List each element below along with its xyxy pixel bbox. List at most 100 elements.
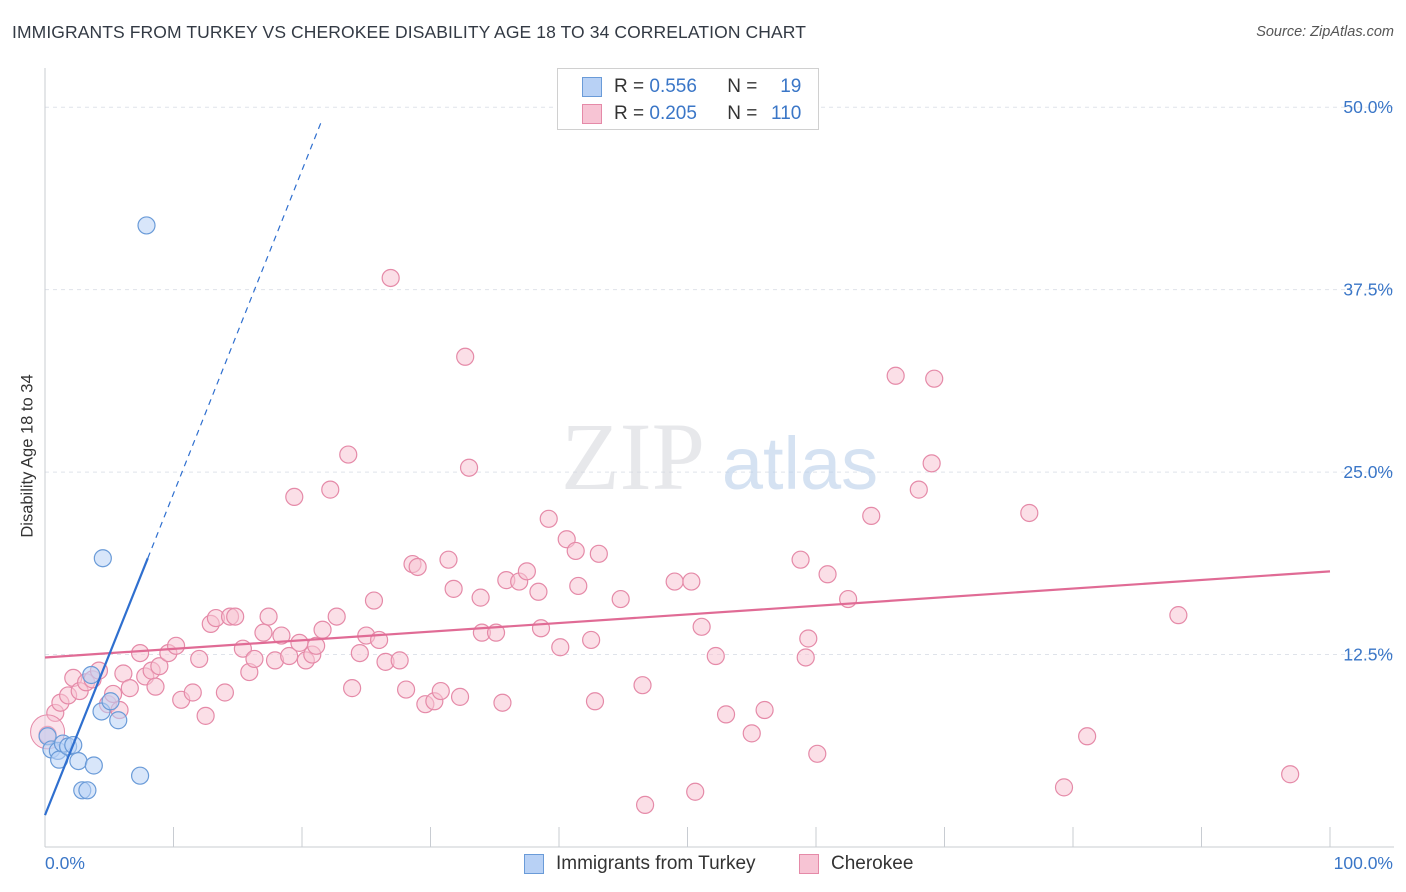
turkey-point bbox=[69, 751, 88, 771]
cherokee-point bbox=[633, 676, 652, 695]
cherokee-point bbox=[444, 579, 463, 598]
cherokee-point bbox=[686, 782, 705, 801]
cherokee-point bbox=[551, 638, 570, 657]
cherokee-swatch bbox=[582, 104, 602, 124]
cherokee-point bbox=[818, 565, 837, 584]
legend-r-label: R = bbox=[614, 103, 645, 124]
cherokee-legend-label: Cherokee bbox=[831, 853, 914, 874]
cherokee-point bbox=[343, 679, 362, 698]
cherokee-point bbox=[396, 680, 416, 699]
cherokee-point bbox=[313, 620, 332, 639]
cherokee-point bbox=[493, 693, 512, 712]
cherokee-point bbox=[1281, 765, 1300, 784]
legend-n-value: 19 bbox=[780, 76, 802, 97]
turkey-trend-extension bbox=[147, 121, 322, 559]
cherokee-series bbox=[30, 268, 1300, 814]
turkey-point bbox=[93, 549, 112, 568]
cherokee-point bbox=[665, 572, 684, 591]
cherokee-point bbox=[120, 679, 139, 698]
cherokee-point bbox=[796, 648, 815, 667]
cherokee-point bbox=[245, 649, 264, 669]
cherokee-point bbox=[431, 681, 450, 701]
cherokee-point bbox=[799, 629, 818, 648]
cherokee-point bbox=[307, 636, 326, 655]
cherokee-point bbox=[150, 657, 169, 676]
cherokee-point bbox=[166, 636, 186, 655]
turkey-point bbox=[82, 665, 101, 685]
cherokee-point bbox=[130, 643, 150, 663]
cherokee-point bbox=[1054, 778, 1074, 797]
cherokee-point bbox=[327, 607, 346, 626]
cherokee-legend-swatch bbox=[799, 854, 819, 874]
cherokee-point bbox=[585, 692, 605, 711]
turkey-point bbox=[109, 711, 128, 730]
chart-title: IMMIGRANTS FROM TURKEY VS CHEROKEE DISAB… bbox=[12, 22, 806, 42]
cherokee-point bbox=[517, 562, 536, 581]
bottom-legend-turkey: Immigrants from Turkey bbox=[524, 852, 756, 876]
cherokee-point bbox=[1078, 727, 1097, 746]
legend-r-value: 0.205 bbox=[649, 103, 697, 124]
legend-n-label: N = bbox=[727, 103, 758, 124]
legend-row-turkey: R = 0.556 N = 19 bbox=[582, 76, 801, 98]
cherokee-point bbox=[862, 506, 881, 525]
cherokee-point bbox=[692, 617, 711, 636]
cherokee-point bbox=[611, 589, 630, 609]
legend-r-value: 0.556 bbox=[649, 76, 697, 97]
cherokee-point bbox=[215, 683, 234, 702]
watermark-atlas: atlas bbox=[722, 422, 878, 505]
cherokee-point bbox=[716, 705, 736, 724]
x-tick-label: 100.0% bbox=[1334, 853, 1393, 873]
cherokee-point bbox=[471, 588, 490, 607]
watermark: ZIP atlas bbox=[561, 403, 878, 510]
correlation-legend: R = 0.556 N = 19 R = 0.205 N = 110 bbox=[557, 68, 819, 130]
cherokee-point bbox=[1020, 503, 1039, 523]
x-tick-label: 0.0% bbox=[45, 853, 85, 873]
turkey-point bbox=[78, 781, 97, 800]
turkey-series bbox=[38, 216, 156, 800]
grid-lines bbox=[45, 106, 1394, 656]
cherokee-point bbox=[539, 509, 558, 528]
legend-n-value: 110 bbox=[771, 103, 802, 124]
cherokee-point bbox=[925, 369, 944, 388]
turkey-legend-swatch bbox=[524, 854, 544, 874]
cherokee-point bbox=[682, 572, 701, 591]
cherokee-trend-line bbox=[44, 570, 1331, 659]
legend-n-label: N = bbox=[727, 76, 758, 97]
cherokee-point bbox=[456, 347, 475, 366]
turkey-point bbox=[137, 216, 156, 235]
cherokee-point bbox=[886, 366, 905, 385]
cherokee-point bbox=[259, 607, 278, 626]
tick-labels: 12.5% 25.0% 37.5% 50.0% 0.0% 100.0% bbox=[45, 97, 1393, 873]
legend-row-cherokee: R = 0.205 N = 110 bbox=[582, 103, 801, 125]
turkey-point bbox=[84, 756, 103, 775]
cherokee-point bbox=[755, 700, 774, 720]
cherokee-point bbox=[321, 480, 340, 499]
cherokee-point bbox=[909, 480, 928, 499]
cherokee-point bbox=[390, 651, 409, 670]
watermark-zip: ZIP bbox=[561, 403, 705, 510]
cherokee-point bbox=[450, 687, 470, 706]
cherokee-point bbox=[922, 454, 941, 473]
turkey-point bbox=[101, 692, 120, 711]
cherokee-point bbox=[226, 607, 245, 626]
cherokee-point bbox=[791, 550, 810, 569]
cherokee-point bbox=[381, 268, 400, 288]
y-tick-label: 25.0% bbox=[1343, 462, 1393, 482]
cherokee-point bbox=[635, 795, 655, 814]
cherokee-point bbox=[569, 576, 588, 596]
cherokee-point bbox=[364, 591, 384, 610]
cherokee-point bbox=[742, 724, 761, 743]
cherokee-point bbox=[280, 646, 299, 666]
bottom-legend-cherokee: Cherokee bbox=[799, 852, 913, 876]
cherokee-point bbox=[254, 623, 273, 642]
legend-r-label: R = bbox=[614, 76, 645, 97]
turkey-legend-label: Immigrants from Turkey bbox=[556, 853, 756, 874]
axes bbox=[44, 68, 1394, 848]
cherokee-point bbox=[582, 630, 601, 650]
cherokee-point bbox=[531, 619, 551, 638]
cherokee-point bbox=[350, 643, 369, 663]
cherokee-point bbox=[706, 646, 725, 666]
cherokee-point bbox=[146, 677, 165, 696]
cherokee-point bbox=[190, 649, 209, 669]
